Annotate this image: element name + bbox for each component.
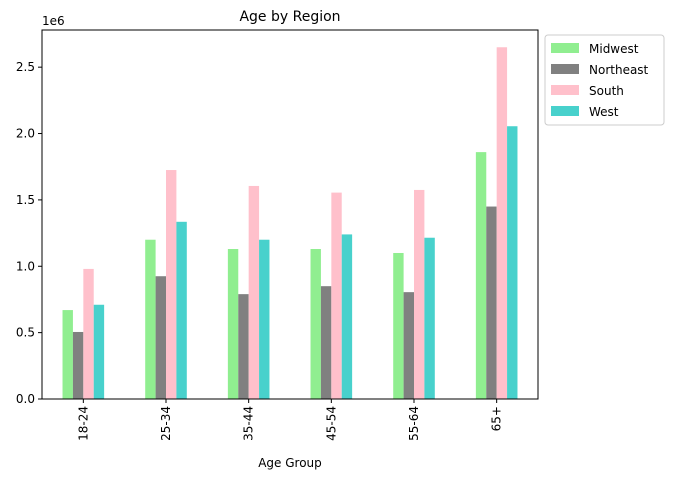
- y-offset-label: 1e6: [42, 14, 65, 28]
- bar-south-35-44: [248, 185, 260, 399]
- bar-south-18-24: [83, 268, 94, 399]
- bar-northeast-55-64: [403, 292, 414, 399]
- x-tick-label: 45-54: [324, 406, 338, 441]
- y-axis: 0.0 0.5 1.0 1.5 2.0 2.5: [16, 60, 42, 406]
- bar-west-25-34: [176, 221, 187, 399]
- legend-label-west: West: [589, 105, 619, 119]
- bar-south-45-54: [331, 192, 342, 399]
- legend-swatch-south: [551, 85, 579, 95]
- bar-midwest-18-24: [62, 310, 73, 399]
- bar-northeast-35-44: [238, 294, 249, 399]
- bar-northeast-18-24: [72, 331, 84, 399]
- bar-west-45-54: [341, 234, 353, 399]
- x-tick-label: 55-64: [407, 406, 421, 441]
- legend-label-northeast: Northeast: [589, 63, 649, 77]
- y-tick-label: 2.5: [16, 60, 35, 74]
- bars-group: [62, 47, 518, 399]
- y-tick-label: 1.0: [16, 259, 35, 273]
- bar-south-65+: [496, 47, 508, 399]
- x-tick-label: 65+: [490, 406, 504, 431]
- bar-midwest-65+: [475, 152, 487, 399]
- chart-title: Age by Region: [239, 9, 340, 25]
- x-axis: 18-24 25-34 35-44 45-54 55-64 65+: [76, 399, 504, 441]
- bar-midwest-25-34: [145, 239, 156, 399]
- legend-swatch-west: [551, 106, 579, 116]
- bar-midwest-45-54: [310, 249, 321, 399]
- bar-west-35-44: [259, 239, 270, 399]
- x-axis-label: Age Group: [258, 456, 322, 470]
- legend: Midwest Northeast South West: [544, 34, 665, 126]
- legend-swatch-midwest: [551, 43, 579, 53]
- y-tick-label: 0.5: [16, 326, 35, 340]
- bar-west-18-24: [93, 304, 105, 399]
- bar-south-55-64: [414, 189, 425, 399]
- plot-frame: [41, 29, 539, 400]
- bar-midwest-55-64: [393, 252, 404, 399]
- legend-box: [544, 34, 665, 126]
- bar-midwest-35-44: [227, 249, 239, 399]
- x-tick-label: 18-24: [76, 406, 90, 441]
- legend-label-midwest: Midwest: [589, 42, 639, 56]
- y-tick-label: 0.0: [16, 392, 35, 406]
- bar-northeast-45-54: [320, 286, 332, 399]
- bar-west-65+: [507, 126, 518, 399]
- x-tick-label: 25-34: [159, 406, 173, 441]
- legend-label-south: South: [589, 84, 624, 98]
- bar-northeast-25-34: [155, 276, 166, 399]
- bar-south-25-34: [166, 170, 177, 399]
- legend-swatch-northeast: [551, 64, 579, 74]
- x-tick-label: 35-44: [242, 406, 256, 441]
- y-tick-label: 1.5: [16, 193, 35, 207]
- bar-northeast-65+: [486, 206, 497, 399]
- y-tick-label: 2.0: [16, 127, 35, 141]
- bar-west-55-64: [424, 237, 435, 399]
